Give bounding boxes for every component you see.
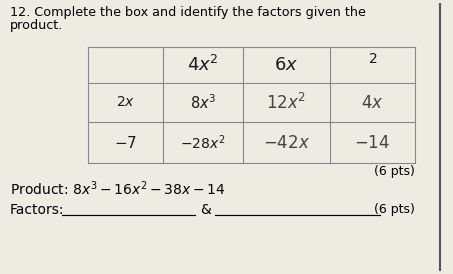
Text: $-42x$: $-42x$ <box>263 133 310 152</box>
Text: $2$: $2$ <box>368 52 377 66</box>
Text: &: & <box>200 203 211 217</box>
Text: $-28x^2$: $-28x^2$ <box>180 133 226 152</box>
Text: $8x^3$: $8x^3$ <box>190 93 216 112</box>
Text: $4x$: $4x$ <box>361 93 384 112</box>
Text: Factors:: Factors: <box>10 203 64 217</box>
Text: $4x^2$: $4x^2$ <box>187 55 219 75</box>
Text: product.: product. <box>10 19 63 32</box>
Text: $2x$: $2x$ <box>116 96 135 110</box>
Text: Product: $8x^3 - 16x^2 - 38x - 14$: Product: $8x^3 - 16x^2 - 38x - 14$ <box>10 179 226 198</box>
Text: 12. Complete the box and identify the factors given the: 12. Complete the box and identify the fa… <box>10 6 366 19</box>
Text: $-14$: $-14$ <box>354 133 390 152</box>
Text: (6 pts): (6 pts) <box>374 203 415 216</box>
Text: $12x^2$: $12x^2$ <box>266 92 307 113</box>
Text: $-7$: $-7$ <box>114 135 137 150</box>
Text: (6 pts): (6 pts) <box>374 165 415 178</box>
Text: $6x$: $6x$ <box>275 56 299 74</box>
